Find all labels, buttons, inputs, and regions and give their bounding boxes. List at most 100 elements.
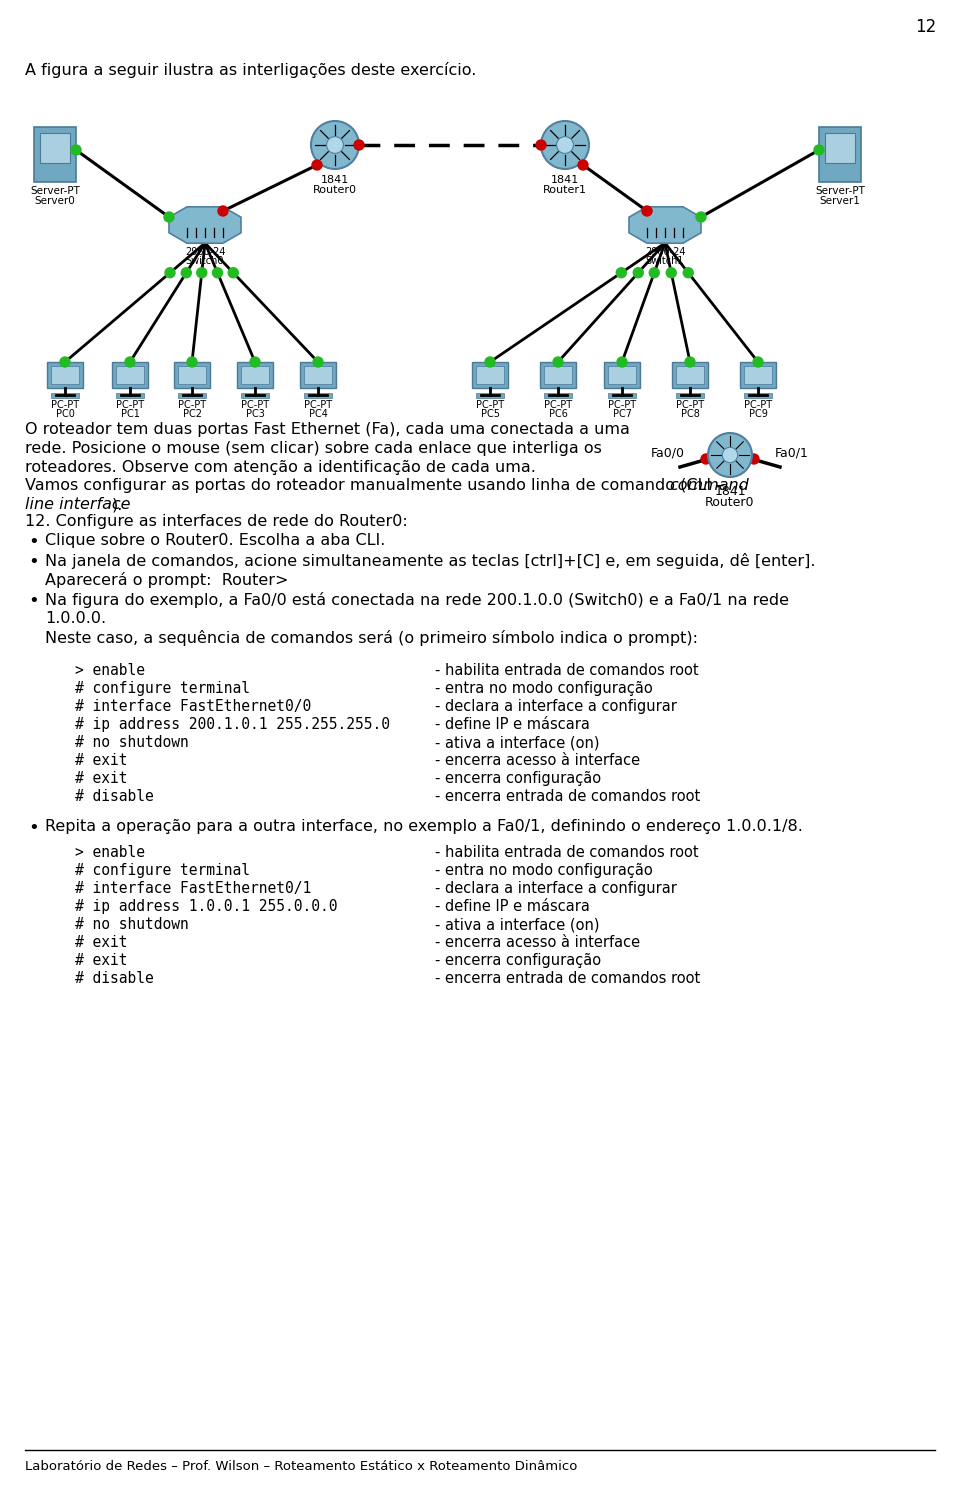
Bar: [116, 365, 144, 385]
Text: •: •: [28, 533, 38, 551]
Text: Switch1: Switch1: [646, 257, 684, 266]
Bar: [51, 365, 79, 385]
Circle shape: [753, 356, 763, 367]
Text: PC3: PC3: [246, 408, 264, 419]
Text: > enable: > enable: [75, 662, 145, 679]
Text: Server1: Server1: [820, 196, 860, 206]
Text: PC-PT: PC-PT: [241, 399, 269, 410]
Circle shape: [212, 267, 223, 278]
Text: Fa0/1: Fa0/1: [775, 447, 809, 460]
Text: Repita a operação para a outra interface, no exemplo a Fa0/1, definindo o endere: Repita a operação para a outra interface…: [45, 820, 803, 835]
Circle shape: [634, 267, 643, 278]
Text: ).: ).: [112, 497, 124, 512]
Bar: [476, 394, 504, 398]
Text: PC2: PC2: [182, 408, 202, 419]
Circle shape: [616, 267, 626, 278]
Text: # disable: # disable: [75, 971, 154, 986]
Bar: [237, 362, 273, 388]
Bar: [47, 362, 83, 388]
Text: - declara a interface a configurar: - declara a interface a configurar: [435, 699, 677, 714]
Text: - declara a interface a configurar: - declara a interface a configurar: [435, 881, 677, 895]
Circle shape: [541, 120, 589, 169]
Text: Neste caso, a sequência de comandos será (o primeiro símbolo indica o prompt):: Neste caso, a sequência de comandos será…: [45, 630, 698, 646]
Text: - define IP e máscara: - define IP e máscara: [435, 898, 589, 913]
Bar: [819, 128, 861, 183]
Text: 12. Configure as interfaces de rede do Router0:: 12. Configure as interfaces de rede do R…: [25, 514, 408, 529]
Text: - encerra acesso à interface: - encerra acesso à interface: [435, 936, 640, 950]
Bar: [304, 394, 332, 398]
Text: Router0: Router0: [313, 186, 357, 195]
Circle shape: [312, 160, 322, 169]
Circle shape: [685, 356, 695, 367]
Text: - habilita entrada de comandos root: - habilita entrada de comandos root: [435, 662, 699, 679]
Text: PC-PT: PC-PT: [304, 399, 332, 410]
Text: 1841: 1841: [551, 175, 579, 186]
Circle shape: [708, 434, 752, 477]
Text: # ip address 1.0.0.1 255.0.0.0: # ip address 1.0.0.1 255.0.0.0: [75, 898, 338, 913]
Text: command: command: [669, 478, 749, 493]
Text: # ip address 200.1.0.1 255.255.255.0: # ip address 200.1.0.1 255.255.255.0: [75, 717, 390, 732]
Circle shape: [60, 356, 70, 367]
Text: •: •: [28, 820, 38, 838]
Text: PC-PT: PC-PT: [608, 399, 636, 410]
Text: 1841: 1841: [321, 175, 349, 186]
Text: # configure terminal: # configure terminal: [75, 682, 250, 696]
Text: Vamos configurar as portas do roteador manualmente usando linha de comando (CLI : Vamos configurar as portas do roteador m…: [25, 478, 730, 493]
Text: Server-PT: Server-PT: [30, 186, 80, 196]
Circle shape: [313, 356, 323, 367]
Bar: [178, 394, 206, 398]
Text: PC-PT: PC-PT: [744, 399, 772, 410]
Text: > enable: > enable: [75, 845, 145, 860]
Bar: [540, 362, 576, 388]
Bar: [676, 394, 704, 398]
Circle shape: [814, 146, 824, 154]
Text: •: •: [28, 552, 38, 572]
Bar: [676, 365, 704, 385]
Text: - define IP e máscara: - define IP e máscara: [435, 717, 589, 732]
Text: PC-PT: PC-PT: [676, 399, 704, 410]
Text: O roteador tem duas portas Fast Ethernet (Fa), cada uma conectada a uma: O roteador tem duas portas Fast Ethernet…: [25, 422, 630, 437]
Text: PC-PT: PC-PT: [51, 399, 79, 410]
Circle shape: [228, 267, 238, 278]
Circle shape: [749, 454, 759, 463]
Bar: [544, 394, 572, 398]
Text: rede. Posicione o mouse (sem clicar) sobre cada enlace que interliga os: rede. Posicione o mouse (sem clicar) sob…: [25, 441, 602, 456]
Circle shape: [578, 160, 588, 169]
Polygon shape: [169, 206, 241, 244]
Circle shape: [311, 120, 359, 169]
Text: 2960-24: 2960-24: [645, 247, 685, 257]
Text: line interface: line interface: [25, 497, 131, 512]
Bar: [40, 134, 70, 163]
Text: PC8: PC8: [681, 408, 700, 419]
Text: Server0: Server0: [35, 196, 76, 206]
Text: # exit: # exit: [75, 953, 128, 968]
Bar: [241, 365, 269, 385]
Bar: [744, 394, 772, 398]
Text: PC-PT: PC-PT: [476, 399, 504, 410]
Bar: [740, 362, 776, 388]
Text: roteadores. Observe com atenção a identificação de cada uma.: roteadores. Observe com atenção a identi…: [25, 460, 536, 475]
Bar: [34, 128, 76, 183]
Bar: [825, 134, 855, 163]
Text: Clique sobre o Router0. Escolha a aba CLI.: Clique sobre o Router0. Escolha a aba CL…: [45, 533, 385, 548]
Text: A figura a seguir ilustra as interligações deste exercício.: A figura a seguir ilustra as interligaçõ…: [25, 62, 476, 79]
Circle shape: [197, 267, 206, 278]
Bar: [174, 362, 210, 388]
Bar: [472, 362, 508, 388]
Text: •: •: [28, 593, 38, 610]
Text: PC0: PC0: [56, 408, 75, 419]
Text: PC6: PC6: [548, 408, 567, 419]
Bar: [672, 362, 708, 388]
Text: Switch0: Switch0: [185, 257, 225, 266]
Text: - entra no modo configuração: - entra no modo configuração: [435, 682, 653, 696]
Bar: [112, 362, 148, 388]
Circle shape: [71, 146, 81, 154]
Text: PC1: PC1: [121, 408, 139, 419]
Circle shape: [354, 140, 364, 150]
Text: # exit: # exit: [75, 753, 128, 768]
Text: Na janela de comandos, acione simultaneamente as teclas [ctrl]+[C] e, em seguida: Na janela de comandos, acione simultanea…: [45, 552, 815, 569]
Text: PC-PT: PC-PT: [116, 399, 144, 410]
Circle shape: [326, 137, 344, 153]
Circle shape: [649, 267, 660, 278]
Bar: [744, 365, 772, 385]
